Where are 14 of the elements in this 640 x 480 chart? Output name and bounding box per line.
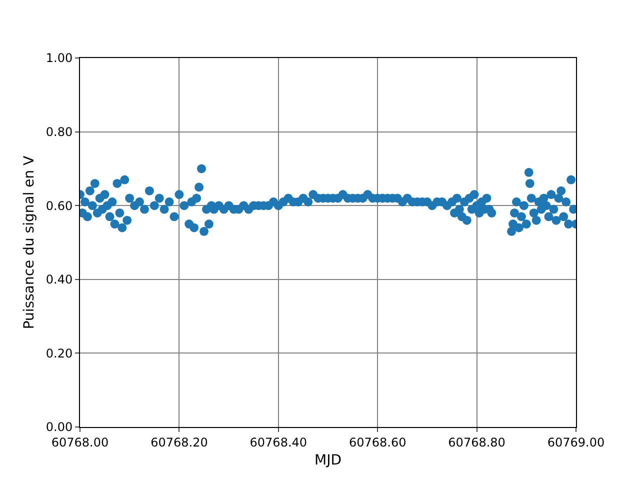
- y-tick-label: 1.00: [46, 51, 73, 66]
- x-tick-label: 60769.00: [547, 435, 605, 450]
- y-tick-label: 0.00: [46, 420, 73, 434]
- x-tick-label: 60768.00: [51, 435, 109, 450]
- x-axis-title: MJD: [314, 452, 342, 469]
- y-tick-label: 0.60: [46, 198, 73, 213]
- x-tick-label: 60768.20: [150, 435, 208, 450]
- y-tick-label: 0.40: [46, 272, 73, 287]
- x-tick-label: 60768.60: [348, 435, 406, 450]
- x-tick-label: 60768.80: [448, 435, 506, 450]
- y-tick-label: 0.20: [46, 346, 73, 360]
- y-axis-title: Puissance du signal en V: [21, 155, 38, 330]
- y-tick-label: 0.80: [46, 125, 73, 139]
- x-tick-label: 60768.40: [250, 435, 308, 450]
